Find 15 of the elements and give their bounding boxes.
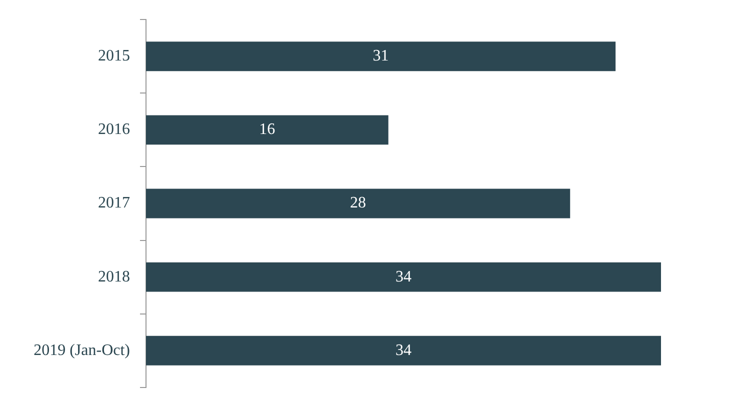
y-tick-label: 2017 (98, 194, 130, 212)
y-tick-label: 2018 (98, 268, 130, 286)
y-tick-label: 2016 (98, 121, 130, 138)
y-tick-label: 2015 (98, 48, 130, 65)
data-label: 31 (372, 48, 389, 65)
bar (146, 336, 661, 366)
bar (146, 188, 570, 218)
bar (146, 262, 661, 292)
y-tick-label: 2019 (Jan-Oct) (34, 342, 130, 359)
data-label: 28 (350, 194, 366, 212)
bar (146, 42, 616, 72)
data-label: 16 (259, 121, 276, 138)
data-label: 34 (396, 268, 412, 286)
bar (146, 115, 388, 145)
data-label: 34 (396, 342, 412, 359)
